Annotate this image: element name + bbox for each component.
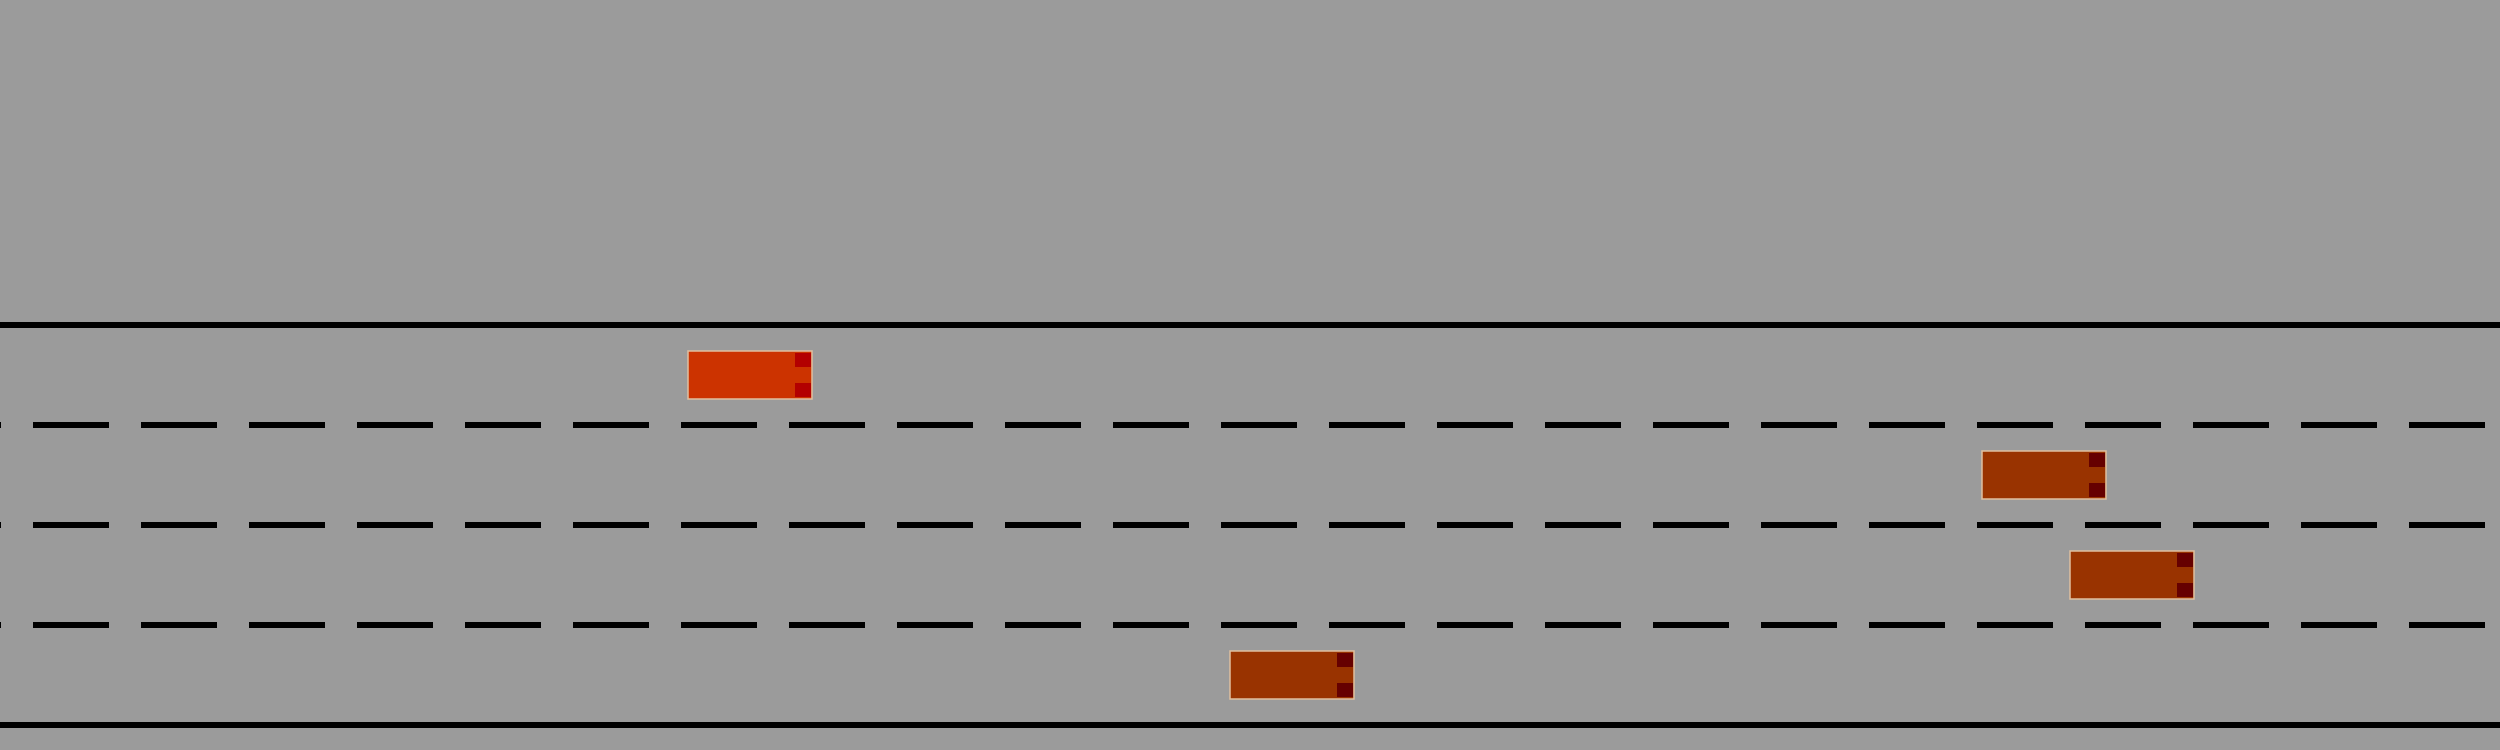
headlight: [795, 383, 811, 397]
road-edge-line: [0, 722, 2500, 728]
lane-dash: [0, 422, 1, 428]
lane-dash: [33, 522, 109, 528]
lane-dash: [789, 522, 865, 528]
lane-dash: [1761, 422, 1837, 428]
lane-dash: [1977, 522, 2053, 528]
lane-dash: [897, 422, 973, 428]
lane-dash: [1005, 622, 1081, 628]
headlight: [2089, 453, 2105, 467]
lane-dash: [33, 422, 109, 428]
lane-dash: [789, 422, 865, 428]
lane-dash: [2409, 522, 2485, 528]
lane-dash: [1113, 522, 1189, 528]
lane-dash: [681, 622, 757, 628]
lane-dash: [1005, 422, 1081, 428]
lane-dash: [2085, 522, 2161, 528]
lane-dash: [249, 422, 325, 428]
lane-dash: [573, 422, 649, 428]
lane-divider-dashed: [0, 522, 2485, 528]
headlight: [1337, 683, 1353, 697]
lane-dash: [465, 622, 541, 628]
lane-dash: [2301, 622, 2377, 628]
lane-dash: [1545, 622, 1621, 628]
lane-dash: [1977, 622, 2053, 628]
other-vehicle: [2069, 550, 2195, 600]
lane-dash: [465, 522, 541, 528]
vehicle-body: [687, 350, 813, 400]
lane-dash: [1005, 522, 1081, 528]
lane-dash: [2409, 422, 2485, 428]
lane-dash: [141, 522, 217, 528]
lane-dash: [1869, 522, 1945, 528]
lane-dash: [1869, 622, 1945, 628]
headlight: [795, 353, 811, 367]
lane-dash: [0, 522, 1, 528]
lane-dash: [2085, 622, 2161, 628]
lane-dash: [1545, 522, 1621, 528]
ego-vehicle: [687, 350, 813, 400]
lane-dash: [1113, 622, 1189, 628]
vehicles: [687, 350, 2195, 700]
headlight: [1337, 653, 1353, 667]
other-vehicle: [1229, 650, 1355, 700]
lane-dash: [1329, 422, 1405, 428]
lane-dash: [1329, 522, 1405, 528]
lane-dash: [1221, 422, 1297, 428]
lane-dash: [1545, 422, 1621, 428]
lane-dash: [141, 622, 217, 628]
headlight: [2177, 553, 2193, 567]
lane-dash: [1437, 422, 1513, 428]
lane-dash: [573, 622, 649, 628]
lane-dash: [1761, 522, 1837, 528]
lane-dash: [0, 622, 1, 628]
lane-dash: [465, 422, 541, 428]
lane-dash: [2193, 522, 2269, 528]
headlight: [2089, 483, 2105, 497]
lane-dash: [681, 522, 757, 528]
vehicle-body: [1229, 650, 1355, 700]
lane-dash: [1329, 622, 1405, 628]
lane-dash: [789, 622, 865, 628]
lane-dash: [141, 422, 217, 428]
road-edge-line: [0, 322, 2500, 328]
lane-dash: [2301, 522, 2377, 528]
lane-lines: [0, 322, 2500, 728]
lane-dash: [1977, 422, 2053, 428]
lane-dash: [897, 622, 973, 628]
lane-dash: [2193, 622, 2269, 628]
lane-dash: [249, 522, 325, 528]
lane-dash: [1653, 522, 1729, 528]
lane-dash: [1221, 622, 1297, 628]
lane-dash: [2085, 422, 2161, 428]
lane-dash: [1761, 622, 1837, 628]
lane-dash: [1653, 422, 1729, 428]
lane-dash: [2193, 422, 2269, 428]
lane-dash: [249, 622, 325, 628]
lane-dash: [1437, 622, 1513, 628]
lane-dash: [2301, 422, 2377, 428]
other-vehicle: [1981, 450, 2107, 500]
vehicle-body: [1981, 450, 2107, 500]
lane-dash: [1221, 522, 1297, 528]
lane-dash: [573, 522, 649, 528]
lane-dash: [681, 422, 757, 428]
lane-dash: [2409, 622, 2485, 628]
vehicle-body: [2069, 550, 2195, 600]
lane-dash: [357, 522, 433, 528]
lane-dash: [1869, 422, 1945, 428]
headlight: [2177, 583, 2193, 597]
lane-dash: [1113, 422, 1189, 428]
lane-dash: [1437, 522, 1513, 528]
lane-dash: [1653, 622, 1729, 628]
lane-divider-dashed: [0, 622, 2485, 628]
lane-dash: [897, 522, 973, 528]
lane-dash: [357, 422, 433, 428]
lane-divider-dashed: [0, 422, 2485, 428]
lane-dash: [357, 622, 433, 628]
lane-dash: [33, 622, 109, 628]
